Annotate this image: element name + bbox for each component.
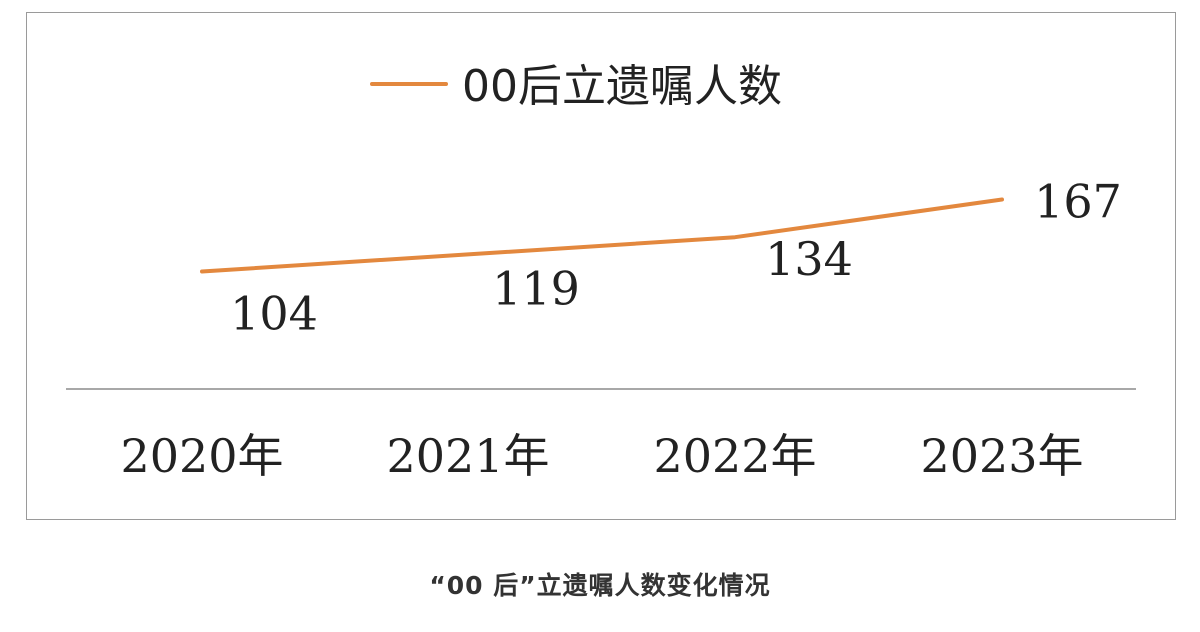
data-label-3: 167 (1034, 175, 1122, 229)
legend: 00后立遗嘱人数 (370, 61, 782, 112)
plot-area: 104 119 134 167 (200, 175, 1122, 341)
data-label-0: 104 (230, 287, 318, 341)
data-label-1: 119 (492, 261, 580, 315)
x-axis-tick-labels: 2020年 2021年 2022年 2023年 (120, 429, 1083, 483)
x-tick-label-3: 2023年 (920, 429, 1083, 483)
x-tick-label-1: 2021年 (386, 429, 549, 483)
data-label-2: 134 (765, 232, 853, 286)
x-tick-label-0: 2020年 (120, 429, 283, 483)
chart-frame (26, 12, 1176, 520)
x-tick-label-2: 2022年 (653, 429, 816, 483)
legend-label: 00后立遗嘱人数 (462, 61, 782, 112)
chart-caption: “00 后”立遗嘱人数变化情况 (429, 571, 771, 600)
series-line-00后立遗嘱人数 (200, 197, 1004, 274)
